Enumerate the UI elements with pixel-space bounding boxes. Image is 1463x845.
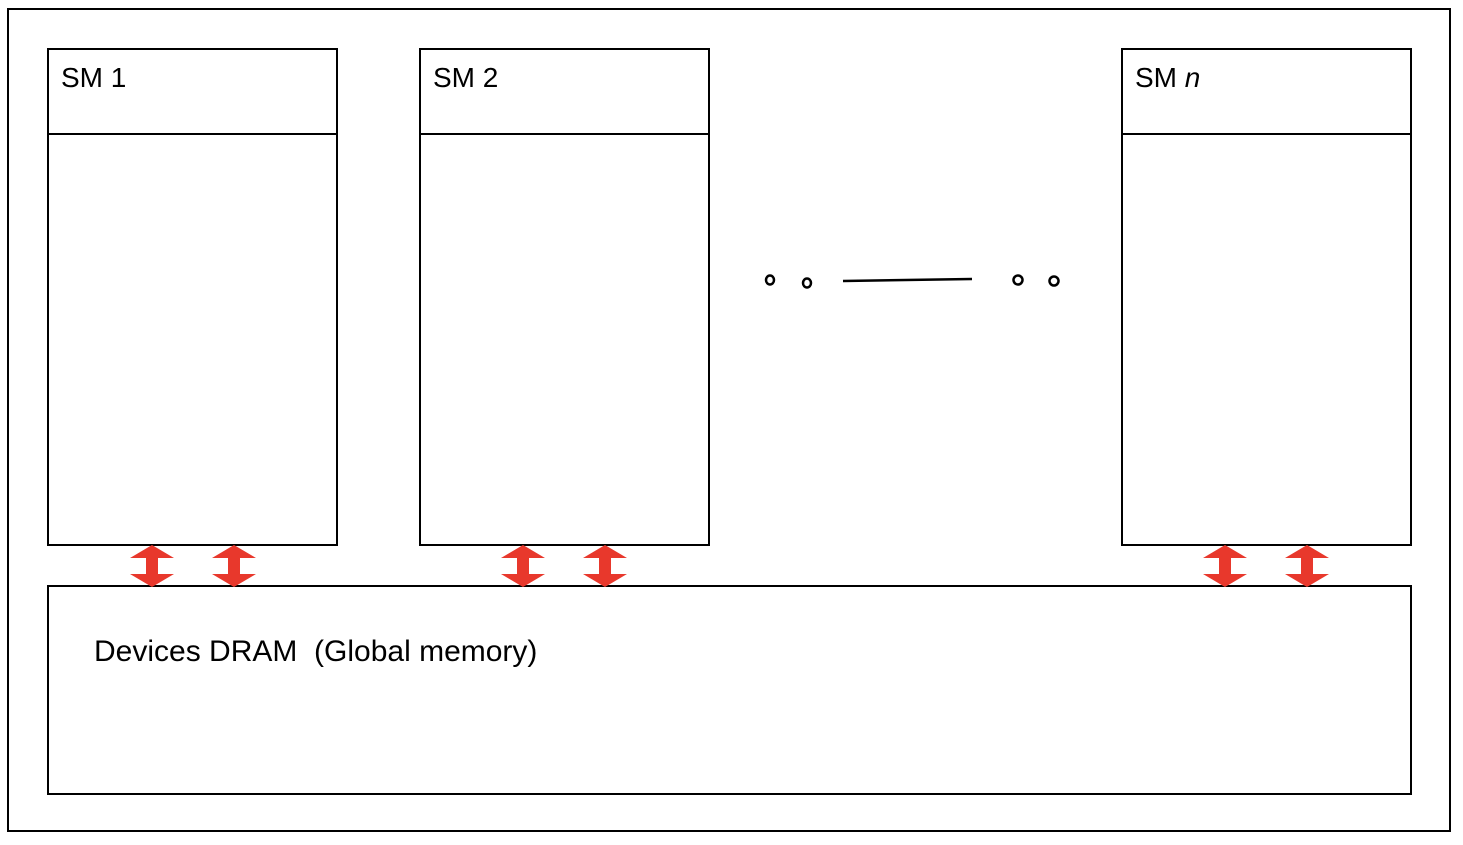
sm-1-body bbox=[49, 135, 336, 544]
sm-n-title: SM n bbox=[1135, 62, 1201, 93]
dram-block: Devices DRAM (Global memory) bbox=[47, 585, 1412, 795]
sm-n-body bbox=[1123, 135, 1410, 544]
sm-1-title: SM 1 bbox=[61, 62, 127, 93]
sm-2-block: SM 2 bbox=[419, 48, 710, 546]
sm-2-header: SM 2 bbox=[421, 50, 708, 135]
sm-2-body bbox=[421, 135, 708, 544]
sm-n-header: SM n bbox=[1123, 50, 1410, 135]
gpu-device-frame bbox=[7, 8, 1451, 832]
sm-1-block: SM 1 bbox=[47, 48, 338, 546]
sm-2-title: SM 2 bbox=[433, 62, 499, 93]
sm-n-block: SM n bbox=[1121, 48, 1412, 546]
dram-label: Devices DRAM (Global memory) bbox=[94, 635, 538, 668]
sm-1-header: SM 1 bbox=[49, 50, 336, 135]
